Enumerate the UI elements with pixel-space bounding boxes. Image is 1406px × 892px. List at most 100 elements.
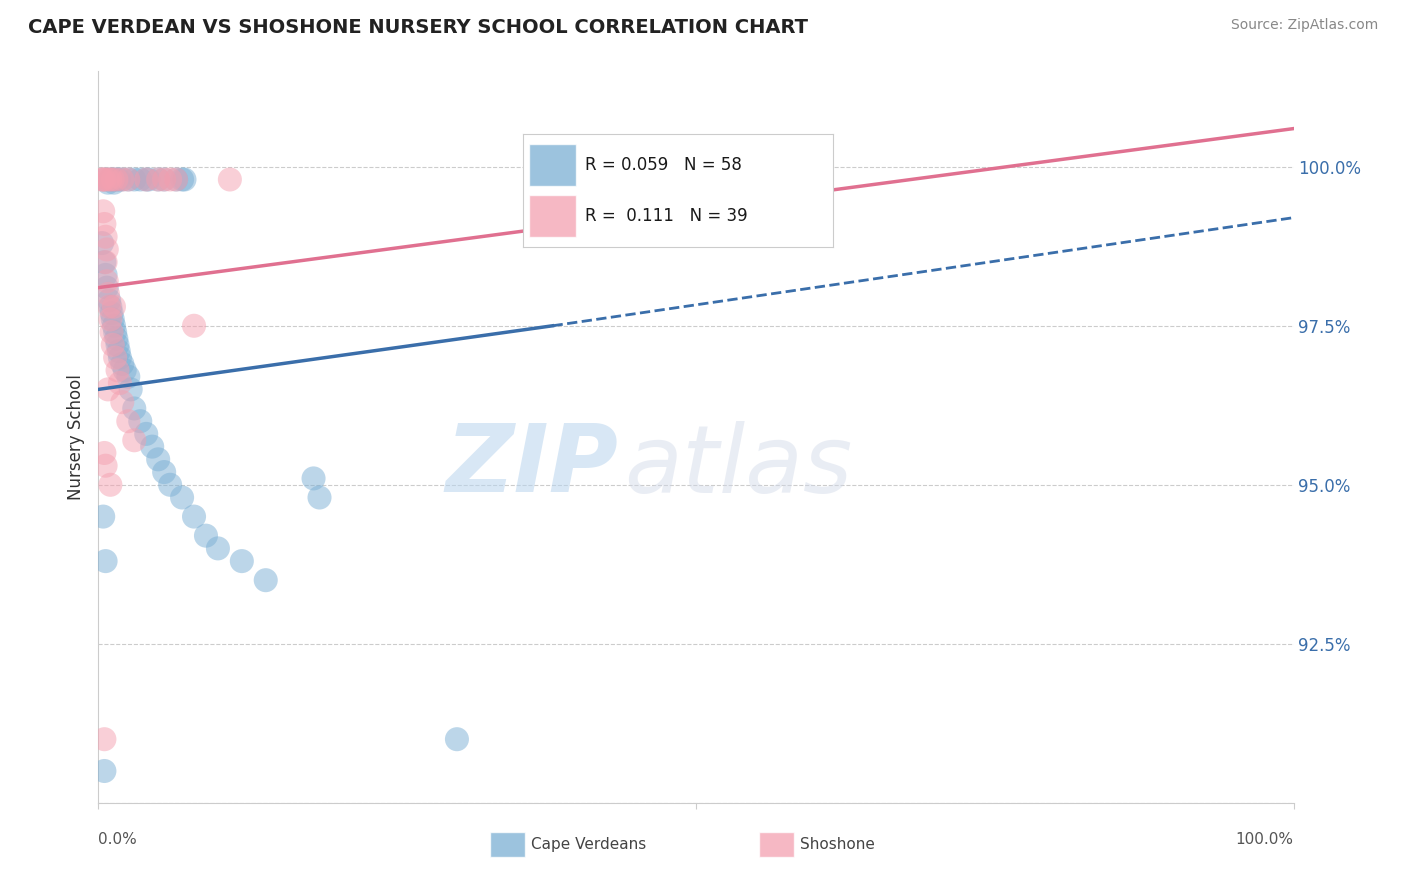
Point	[107, 172, 129, 186]
Point	[108, 351, 131, 365]
Point	[111, 172, 134, 186]
Text: Cape Verdeans: Cape Verdeans	[531, 837, 647, 852]
Text: 0.0%: 0.0%	[98, 832, 138, 847]
Point	[98, 312, 122, 326]
Point	[98, 293, 121, 308]
Point	[159, 477, 181, 491]
Point	[103, 176, 125, 190]
Point	[105, 172, 128, 186]
Point	[135, 172, 157, 186]
Point	[93, 732, 115, 747]
Point	[94, 458, 117, 473]
Point	[97, 383, 120, 397]
Point	[103, 300, 125, 314]
Point	[124, 172, 146, 186]
Point	[94, 554, 117, 568]
Point	[111, 172, 134, 186]
Point	[94, 268, 117, 282]
Point	[107, 338, 129, 352]
Point	[101, 172, 124, 186]
Point	[91, 509, 114, 524]
Point	[138, 172, 160, 186]
Point	[98, 172, 122, 186]
Point	[172, 172, 194, 186]
Point	[172, 491, 194, 505]
Point	[93, 172, 115, 186]
Point	[114, 363, 136, 377]
Point	[153, 465, 176, 479]
Point	[254, 573, 277, 587]
Point	[91, 172, 114, 186]
Point	[93, 172, 115, 186]
Point	[446, 732, 468, 747]
Point	[101, 172, 124, 186]
Point	[97, 287, 120, 301]
Point	[107, 363, 129, 377]
Text: ZIP: ZIP	[446, 420, 619, 512]
Point	[129, 414, 152, 428]
Point	[153, 172, 176, 186]
Point	[105, 172, 128, 186]
Point	[159, 172, 181, 186]
Point	[100, 306, 122, 320]
Point	[93, 764, 115, 778]
Point	[117, 172, 139, 186]
Point	[91, 172, 114, 186]
Point	[94, 255, 117, 269]
Point	[108, 376, 131, 390]
Point	[104, 351, 127, 365]
Point	[98, 477, 122, 491]
Point	[165, 172, 187, 186]
Point	[93, 255, 115, 269]
Point	[91, 204, 114, 219]
Text: CAPE VERDEAN VS SHOSHONE NURSERY SCHOOL CORRELATION CHART: CAPE VERDEAN VS SHOSHONE NURSERY SCHOOL …	[28, 18, 808, 37]
Point	[107, 344, 129, 359]
Text: 100.0%: 100.0%	[1236, 832, 1294, 847]
Point	[183, 509, 205, 524]
Point	[98, 300, 122, 314]
Point	[111, 395, 134, 409]
Point	[96, 274, 118, 288]
Point	[98, 172, 122, 186]
Text: atlas: atlas	[624, 421, 852, 512]
Point	[173, 172, 195, 186]
Point	[135, 172, 157, 186]
Point	[101, 338, 124, 352]
Point	[93, 217, 115, 231]
Point	[308, 491, 330, 505]
Point	[165, 172, 187, 186]
Point	[141, 440, 163, 454]
Point	[153, 172, 176, 186]
Point	[129, 172, 152, 186]
Point	[148, 172, 170, 186]
Point	[117, 414, 139, 428]
Point	[195, 529, 218, 543]
Point	[124, 401, 146, 416]
Point	[183, 318, 205, 333]
Point	[111, 357, 134, 371]
Point	[105, 331, 128, 345]
Point	[97, 172, 120, 186]
Point	[91, 236, 114, 251]
Point	[104, 325, 127, 339]
Point	[148, 172, 170, 186]
Point	[96, 280, 118, 294]
Text: Source: ZipAtlas.com: Source: ZipAtlas.com	[1230, 18, 1378, 32]
Point	[94, 229, 117, 244]
Point	[120, 383, 142, 397]
Y-axis label: Nursery School: Nursery School	[66, 374, 84, 500]
Point	[135, 426, 157, 441]
Point	[117, 172, 139, 186]
Point	[117, 369, 139, 384]
Point	[93, 446, 115, 460]
Point	[148, 452, 170, 467]
Point	[219, 172, 242, 186]
Point	[101, 312, 124, 326]
Point	[98, 300, 121, 314]
Point	[124, 434, 146, 448]
Point	[100, 325, 122, 339]
Point	[103, 318, 125, 333]
Point	[97, 176, 120, 190]
Point	[302, 471, 325, 485]
FancyBboxPatch shape	[759, 832, 794, 857]
